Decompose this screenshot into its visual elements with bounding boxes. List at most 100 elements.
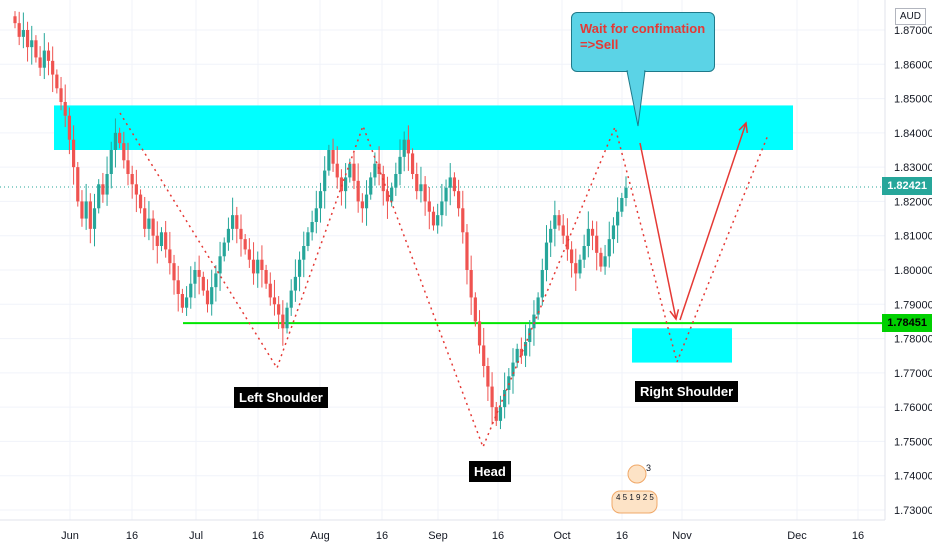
x-tick-label: Jul bbox=[189, 530, 203, 542]
candle-body bbox=[172, 263, 176, 281]
candle-body bbox=[490, 386, 494, 408]
candle-body bbox=[159, 232, 164, 246]
y-tick-label: 1.73000 bbox=[894, 505, 932, 517]
grid bbox=[0, 0, 885, 520]
candle-body bbox=[306, 232, 310, 246]
candle-body bbox=[239, 228, 243, 240]
candle-body bbox=[84, 201, 88, 219]
candle-body bbox=[272, 297, 277, 305]
candle-body bbox=[222, 242, 226, 257]
arrow-shaft bbox=[639, 142, 677, 320]
target-zone bbox=[632, 328, 732, 363]
candle-body bbox=[118, 132, 122, 144]
candle-body bbox=[42, 50, 46, 68]
candle-body bbox=[289, 290, 293, 308]
x-tick-label: Oct bbox=[553, 530, 570, 542]
candle-body bbox=[331, 150, 335, 164]
support-price-badge: 1.78451 bbox=[882, 314, 932, 332]
y-tick-label: 1.76000 bbox=[894, 402, 932, 414]
candle-body bbox=[164, 232, 168, 250]
candle-body bbox=[184, 297, 189, 308]
candle-body bbox=[231, 215, 235, 229]
candle-body bbox=[101, 184, 105, 195]
candle-body bbox=[344, 177, 348, 192]
right-shoulder-label: Right Shoulder bbox=[635, 381, 739, 402]
candle-body bbox=[394, 174, 398, 188]
y-tick-label: 1.85000 bbox=[894, 94, 932, 106]
head-label: Head bbox=[469, 461, 511, 482]
candle-body bbox=[616, 211, 620, 226]
x-tick-label: 16 bbox=[852, 530, 864, 542]
candle-body bbox=[281, 314, 285, 329]
candle-body bbox=[92, 208, 97, 229]
x-tick-label: Nov bbox=[672, 530, 692, 542]
callout-line-2: =>Sell bbox=[580, 37, 619, 52]
x-axis-panel bbox=[0, 520, 932, 550]
x-tick-label: 16 bbox=[492, 530, 504, 542]
event-markers[interactable]: 3 4 5 1 9 2 5 bbox=[611, 463, 658, 514]
candle-body bbox=[590, 228, 595, 236]
candle-body bbox=[214, 273, 218, 288]
candle-body bbox=[557, 215, 561, 226]
candle-body bbox=[21, 30, 25, 37]
y-tick-label: 1.77000 bbox=[894, 368, 932, 380]
candle-body bbox=[264, 270, 268, 284]
event-cluster-icon[interactable] bbox=[611, 490, 658, 514]
candle-body bbox=[143, 208, 147, 229]
left-shoulder-label: Left Shoulder bbox=[234, 387, 328, 408]
x-axis: Jun 16 Jul 16 Aug 16 Sep 16 Oct 16 Nov Dec 16 bbox=[61, 530, 864, 542]
candle-body bbox=[113, 132, 118, 150]
y-tick-label: 1.83000 bbox=[894, 162, 932, 174]
candle-body bbox=[553, 215, 557, 229]
candle-body bbox=[498, 407, 503, 421]
y-tick-label: 1.80000 bbox=[894, 265, 932, 277]
candle-body bbox=[423, 184, 427, 202]
y-tick-label: 1.79000 bbox=[894, 299, 932, 311]
candle-body bbox=[373, 163, 377, 178]
candle-body bbox=[431, 211, 436, 226]
x-tick-label: 16 bbox=[376, 530, 388, 542]
candle-body bbox=[318, 191, 323, 209]
candle-body bbox=[327, 150, 331, 171]
candle-body bbox=[348, 163, 352, 178]
candle-body bbox=[540, 270, 544, 298]
candle-body bbox=[603, 256, 607, 267]
event-flag-icon[interactable] bbox=[627, 464, 647, 484]
candle-body bbox=[440, 201, 444, 216]
candle-body bbox=[314, 208, 318, 222]
candle-body bbox=[607, 239, 611, 257]
candle-body bbox=[436, 215, 440, 226]
candle-body bbox=[582, 246, 586, 260]
candle-body bbox=[624, 187, 628, 198]
candle-body bbox=[134, 184, 138, 195]
candle-body bbox=[109, 150, 113, 174]
candle-body bbox=[339, 177, 344, 192]
last-price-badge: 1.82421 bbox=[882, 177, 932, 195]
candle-body bbox=[352, 163, 356, 181]
candle-body bbox=[369, 177, 373, 195]
x-tick-label: 16 bbox=[252, 530, 264, 542]
candle-body bbox=[586, 228, 590, 246]
candle-body bbox=[218, 256, 222, 274]
candle-body bbox=[46, 50, 51, 61]
candle-body bbox=[243, 239, 247, 250]
candle-body bbox=[122, 143, 126, 161]
candle-body bbox=[477, 321, 482, 346]
candle-body bbox=[235, 215, 239, 229]
candle-body bbox=[17, 23, 21, 37]
candle-body bbox=[381, 174, 385, 192]
sell-callout: Wait for confimation =>Sell bbox=[571, 12, 715, 72]
candle-body bbox=[176, 280, 180, 294]
candle-body bbox=[511, 362, 515, 377]
arrow-shaft bbox=[679, 122, 747, 321]
candle-body bbox=[155, 235, 159, 246]
candle-body bbox=[523, 342, 528, 356]
candle-body bbox=[268, 283, 272, 298]
candle-body bbox=[297, 259, 302, 277]
currency-label[interactable]: AUD bbox=[894, 8, 926, 25]
y-tick-label: 1.81000 bbox=[894, 231, 932, 243]
candle-body bbox=[71, 139, 76, 168]
candle-body bbox=[406, 139, 410, 154]
event-count-row: 4 5 1 9 2 5 bbox=[616, 493, 654, 502]
